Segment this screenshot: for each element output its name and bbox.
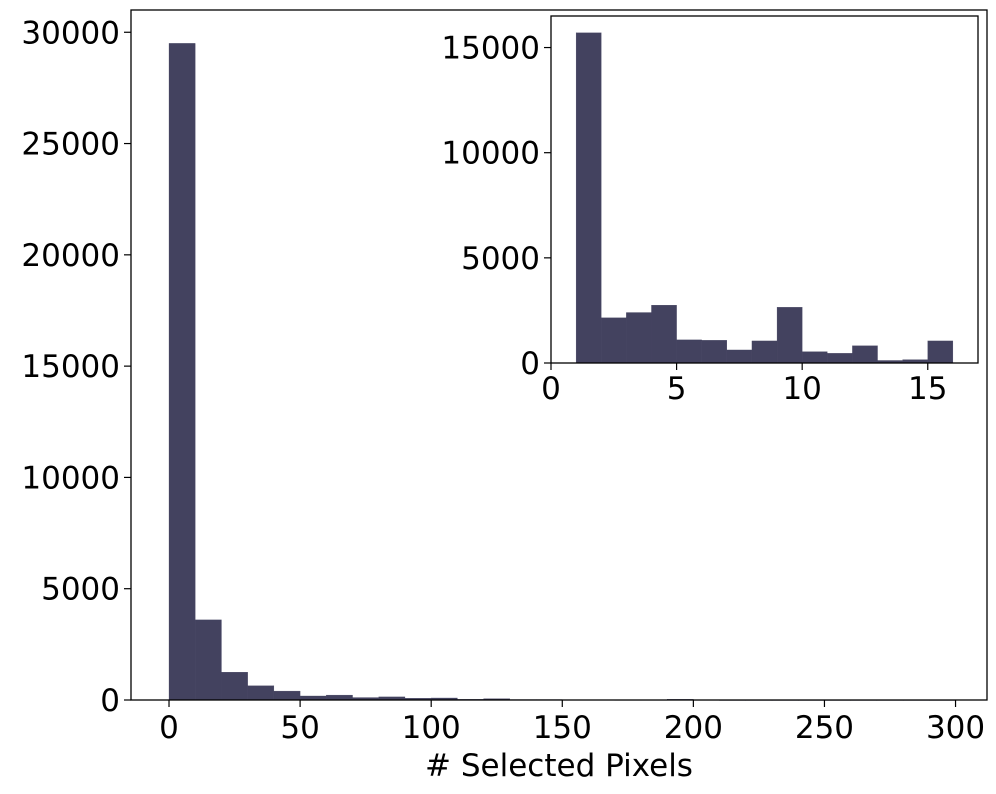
inset-y-tick-label: 10000 bbox=[441, 136, 540, 172]
main-y-ticks: 0 5000 10000 15000 20000 25000 30000 bbox=[21, 15, 131, 719]
main-bar bbox=[168, 43, 196, 701]
inset-x-tick-label: 5 bbox=[667, 371, 687, 407]
inset-bar bbox=[676, 339, 702, 364]
inset-y-tick-label: 0 bbox=[520, 346, 540, 382]
main-x-tick-label: 250 bbox=[795, 710, 854, 746]
main-bar bbox=[273, 690, 301, 701]
inset-bar bbox=[601, 317, 627, 364]
main-y-tick-label: 15000 bbox=[21, 349, 120, 385]
inset-y-ticks: 0 5000 10000 15000 bbox=[441, 31, 551, 382]
main-x-tick-label: 50 bbox=[280, 710, 319, 746]
inset-bar bbox=[626, 312, 652, 364]
main-bar bbox=[247, 685, 275, 701]
main-x-ticks: 0 50 100 150 200 250 300 bbox=[159, 700, 985, 746]
main-x-tick-label: 150 bbox=[533, 710, 592, 746]
main-x-tick-label: 100 bbox=[402, 710, 461, 746]
main-y-tick-label: 25000 bbox=[21, 127, 120, 163]
main-y-tick-label: 5000 bbox=[41, 572, 120, 608]
inset-bar bbox=[701, 340, 727, 364]
inset-plot-background bbox=[551, 16, 978, 363]
inset-y-tick-label: 5000 bbox=[461, 241, 540, 277]
main-bar bbox=[326, 694, 353, 701]
inset-bar bbox=[927, 340, 954, 364]
inset-bar bbox=[776, 307, 803, 364]
main-x-tick-label: 0 bbox=[159, 710, 179, 746]
main-bar bbox=[221, 672, 248, 701]
inset-bar bbox=[575, 32, 602, 364]
inset-bar bbox=[651, 305, 677, 364]
main-x-axis-label: # Selected Pixels bbox=[425, 748, 693, 784]
main-y-tick-label: 20000 bbox=[21, 238, 120, 274]
main-bars bbox=[168, 43, 956, 701]
inset-bars bbox=[575, 32, 954, 364]
inset-bar bbox=[726, 349, 753, 364]
main-plot-frame bbox=[130, 9, 988, 701]
inset-x-tick-label: 0 bbox=[541, 371, 561, 407]
inset-bar bbox=[802, 351, 828, 364]
inset-x-tick-label: 15 bbox=[908, 371, 947, 407]
main-y-tick-label: 30000 bbox=[21, 15, 120, 51]
inset-histogram: 0 5 10 15 0 5000 10000 15000 bbox=[441, 15, 979, 407]
inset-bar bbox=[827, 353, 853, 364]
main-y-tick-label: 10000 bbox=[21, 460, 120, 496]
main-bar bbox=[195, 619, 222, 701]
inset-x-tick-label: 10 bbox=[782, 371, 821, 407]
inset-y-tick-label: 15000 bbox=[441, 31, 540, 67]
inset-bar bbox=[751, 340, 778, 364]
main-x-tick-label: 200 bbox=[664, 710, 723, 746]
inset-bar bbox=[852, 345, 878, 364]
main-y-tick-label: 0 bbox=[100, 683, 120, 719]
main-x-tick-label: 300 bbox=[926, 710, 985, 746]
inset-x-ticks: 0 5 10 15 bbox=[541, 363, 947, 407]
inset-plot-frame bbox=[550, 15, 979, 364]
